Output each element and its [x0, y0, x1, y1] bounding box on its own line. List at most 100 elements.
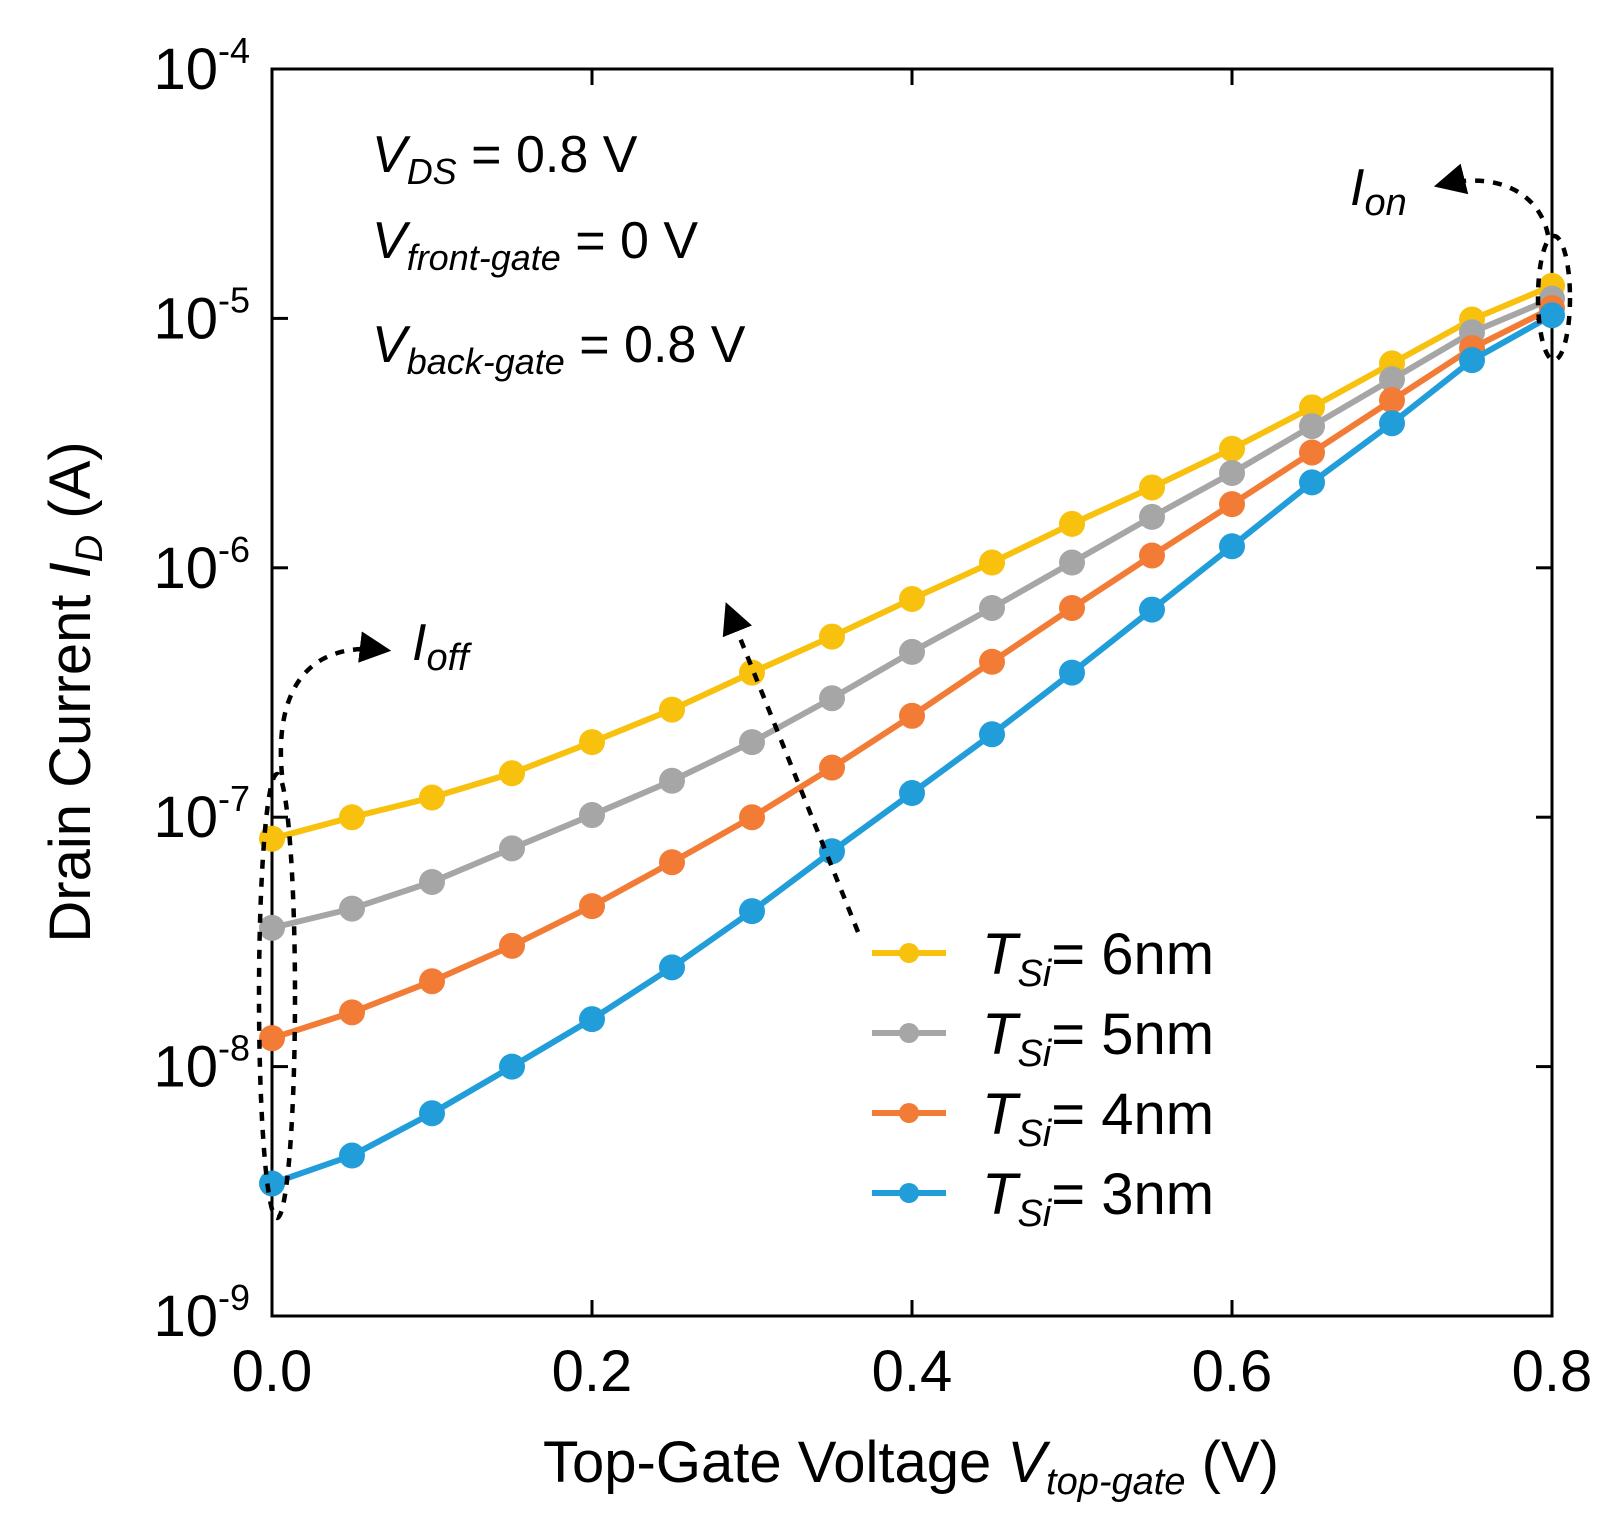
data-point — [419, 784, 445, 811]
data-point — [339, 804, 365, 831]
data-point — [739, 898, 765, 925]
data-point — [1299, 469, 1325, 496]
data-point — [819, 754, 845, 781]
ion-arrow — [1433, 163, 1551, 236]
x-tick-label: 0.8 — [1512, 1339, 1593, 1404]
data-point — [899, 780, 925, 807]
data-point — [659, 954, 685, 981]
data-point — [579, 893, 605, 920]
data-point — [819, 838, 845, 865]
x-tick-label: 0.4 — [872, 1339, 953, 1404]
data-point — [1059, 594, 1085, 621]
data-point — [339, 1142, 365, 1169]
legend-label: TSi= 5nm — [982, 1002, 1214, 1075]
series-2 — [259, 285, 1565, 941]
data-point — [499, 932, 525, 959]
data-point — [899, 585, 925, 612]
x-tick-label: 0.6 — [1192, 1339, 1273, 1404]
ioff-annotation: Ioff — [256, 614, 472, 1221]
legend-label: TSi= 4nm — [982, 1082, 1214, 1155]
legend-item: TSi= 5nm — [872, 1002, 1214, 1075]
data-point — [1219, 459, 1245, 486]
data-point — [899, 702, 925, 729]
data-point — [1219, 533, 1245, 560]
x-axis-title: Top-Gate Voltage Vtop-gate (V) — [543, 1430, 1279, 1503]
legend-item: TSi= 3nm — [872, 1162, 1214, 1235]
y-tick-label: 10-4 — [153, 30, 250, 102]
x-axis: 0.0 0.2 0.4 0.6 0.8 — [232, 69, 1593, 1404]
data-point — [1139, 474, 1165, 501]
ion-label: Ion — [1350, 159, 1407, 224]
y-axis: 10-4 10-5 10-6 10-7 10-8 10-9 — [153, 30, 1552, 1349]
data-point — [1139, 596, 1165, 623]
y-tick-label: 10-9 — [153, 1277, 250, 1349]
legend-swatch-marker — [899, 1183, 919, 1203]
data-point — [339, 999, 365, 1026]
data-point — [979, 721, 1005, 748]
series-layer — [259, 272, 1565, 1197]
data-point — [419, 1100, 445, 1127]
data-point — [819, 685, 845, 712]
data-point — [1139, 542, 1165, 569]
data-point — [1299, 394, 1325, 421]
data-point — [499, 835, 525, 862]
y-tick-label: 10-8 — [153, 1028, 250, 1100]
y-axis-title: Drain Current ID (A) — [38, 441, 111, 942]
legend-swatch-marker — [899, 943, 919, 963]
data-point — [979, 549, 1005, 576]
legend-swatch-marker — [899, 1023, 919, 1043]
legend-label: TSi= 6nm — [982, 922, 1214, 995]
data-point — [259, 1025, 285, 1052]
data-point — [659, 696, 685, 723]
x-tick-label: 0.2 — [552, 1339, 633, 1404]
legend-item: TSi= 4nm — [872, 1082, 1214, 1155]
data-point — [1059, 659, 1085, 686]
y-tick-label: 10-6 — [153, 529, 250, 601]
data-point — [979, 594, 1005, 621]
data-point — [1379, 387, 1405, 414]
condition-front-gate: Vfront-gate = 0 V — [372, 212, 698, 278]
data-point — [419, 968, 445, 995]
ioff-arrow — [278, 631, 392, 776]
data-point — [259, 914, 285, 941]
series-line — [271, 312, 1554, 1187]
data-point — [1059, 549, 1085, 576]
ioff-label: Ioff — [412, 614, 472, 679]
legend-swatch-marker — [899, 1103, 919, 1123]
series-4 — [259, 302, 1565, 1197]
ioff-ellipse — [256, 771, 298, 1221]
data-point — [1219, 435, 1245, 462]
series-line — [271, 295, 1554, 931]
y-tick-label: 10-5 — [153, 279, 250, 351]
conditions-block: VDS = 0.8 V Vfront-gate = 0 V Vback-gate… — [372, 126, 746, 382]
data-point — [579, 1006, 605, 1033]
data-point — [659, 767, 685, 794]
data-point — [339, 895, 365, 922]
trend-arrow — [722, 602, 861, 933]
x-tick-label: 0.0 — [232, 1339, 313, 1404]
data-point — [1059, 510, 1085, 537]
data-point — [1219, 491, 1245, 518]
condition-back-gate: Vback-gate = 0.8 V — [372, 316, 746, 382]
data-point — [819, 623, 845, 650]
data-point — [1139, 503, 1165, 530]
data-point — [499, 1053, 525, 1080]
ion-annotation: Ion — [1350, 159, 1573, 363]
data-point — [739, 804, 765, 831]
data-point — [739, 729, 765, 756]
condition-vds: VDS = 0.8 V — [372, 126, 638, 192]
data-point — [1299, 439, 1325, 466]
legend-label: TSi= 3nm — [982, 1162, 1214, 1235]
data-point — [579, 802, 605, 829]
data-point — [1539, 302, 1565, 329]
data-point — [579, 729, 605, 756]
data-point — [1379, 366, 1405, 393]
data-point — [1459, 347, 1485, 374]
data-point — [259, 1170, 285, 1197]
legend-item: TSi= 6nm — [872, 922, 1214, 995]
data-point — [1379, 410, 1405, 437]
data-point — [899, 638, 925, 665]
data-point — [659, 849, 685, 876]
